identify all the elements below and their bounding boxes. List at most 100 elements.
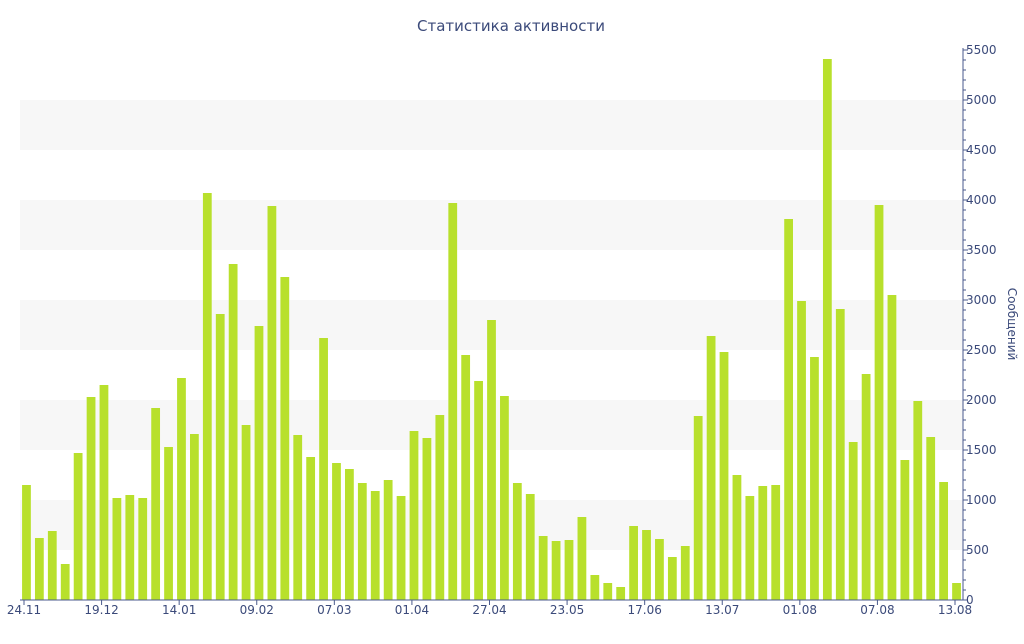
x-tick-label: 01.08 xyxy=(783,603,817,617)
bar xyxy=(177,378,186,600)
x-tick-label: 13.07 xyxy=(705,603,739,617)
bar xyxy=(409,431,419,600)
bar xyxy=(293,435,303,600)
bar xyxy=(913,401,923,600)
bar xyxy=(732,475,742,600)
bar xyxy=(525,494,535,600)
x-tick-label: 01.04 xyxy=(395,603,429,617)
bar xyxy=(86,397,96,600)
y-tick-label: 3500 xyxy=(966,243,997,257)
bar xyxy=(112,498,122,600)
y-tick-label: 5000 xyxy=(966,93,997,107)
bar xyxy=(512,483,522,600)
bar xyxy=(616,587,626,600)
bar xyxy=(719,352,729,600)
bar xyxy=(629,526,638,600)
y-tick-label: 1500 xyxy=(966,443,997,457)
bar xyxy=(435,415,445,600)
bar xyxy=(332,463,341,600)
bar xyxy=(939,482,949,600)
bar xyxy=(461,355,471,600)
bar xyxy=(835,309,845,600)
x-tick-label: 23.05 xyxy=(550,603,584,617)
bar xyxy=(474,381,483,600)
bar xyxy=(60,564,70,600)
bar xyxy=(500,396,509,600)
bar xyxy=(861,374,871,600)
bar xyxy=(538,536,548,600)
bar xyxy=(810,357,819,600)
y-tick-label: 5500 xyxy=(966,43,997,57)
bar xyxy=(667,557,677,600)
bar xyxy=(370,491,380,600)
bar xyxy=(655,539,664,600)
bar xyxy=(383,480,393,600)
bar xyxy=(797,301,806,600)
bar xyxy=(680,546,690,600)
bar xyxy=(448,203,458,600)
bar xyxy=(771,485,781,600)
bar xyxy=(202,193,212,600)
bar xyxy=(693,416,703,600)
bar xyxy=(642,530,651,600)
x-tick-label: 07.08 xyxy=(860,603,894,617)
bar xyxy=(319,338,328,600)
bar xyxy=(758,486,768,600)
bar xyxy=(357,483,367,600)
y-tick-label: 4500 xyxy=(966,143,997,157)
bar xyxy=(125,495,135,600)
bar-series xyxy=(22,59,961,600)
bar xyxy=(822,59,832,600)
bar xyxy=(99,385,109,600)
bar xyxy=(34,538,44,600)
x-axis-ticks: 24.11 19.12 14.01 09.02 07.03 01.04 27.04 23.05… xyxy=(7,600,972,617)
bar xyxy=(306,457,316,600)
y-tick-label: 500 xyxy=(966,543,989,557)
y-tick-label: 2500 xyxy=(966,343,997,357)
background-band xyxy=(20,200,963,250)
bar xyxy=(874,205,884,600)
bar xyxy=(706,336,716,600)
bar xyxy=(577,517,587,600)
y-tick-label: 3000 xyxy=(966,293,997,307)
bar xyxy=(280,277,290,600)
bar xyxy=(73,453,83,600)
y-tick-label: 0 xyxy=(966,593,974,607)
x-tick-label: 14.01 xyxy=(162,603,196,617)
y-axis-label: Сообщений xyxy=(1005,288,1019,361)
bar xyxy=(926,437,936,600)
x-tick-label: 17.06 xyxy=(627,603,661,617)
bar xyxy=(952,583,961,600)
bar xyxy=(138,498,148,600)
bar xyxy=(900,460,910,600)
background-band xyxy=(20,100,963,150)
bar xyxy=(254,326,264,600)
bar xyxy=(22,485,31,600)
x-tick-label: 07.03 xyxy=(317,603,351,617)
bar xyxy=(396,496,406,600)
bar xyxy=(784,219,793,600)
x-tick-label: 13.08 xyxy=(938,603,972,617)
bar xyxy=(267,206,277,600)
bar xyxy=(603,583,613,600)
bar xyxy=(422,438,432,600)
bar xyxy=(590,575,600,600)
y-tick-label: 4000 xyxy=(966,193,997,207)
bar xyxy=(345,469,354,600)
bar xyxy=(848,442,858,600)
bar xyxy=(151,408,161,600)
bar xyxy=(745,496,755,600)
bar xyxy=(887,295,897,600)
bar xyxy=(564,540,574,600)
bar xyxy=(241,425,251,600)
bar xyxy=(551,541,561,600)
bar xyxy=(164,447,173,600)
bar xyxy=(190,434,199,600)
y-axis-ticks: 0 500 1000 1500 2000 2500 3000 3500 4000 4500 5000… xyxy=(963,43,997,607)
bar xyxy=(215,314,225,600)
bar xyxy=(47,531,57,600)
chart-title: Статистика активности xyxy=(417,17,605,35)
x-tick-label: 09.02 xyxy=(240,603,274,617)
